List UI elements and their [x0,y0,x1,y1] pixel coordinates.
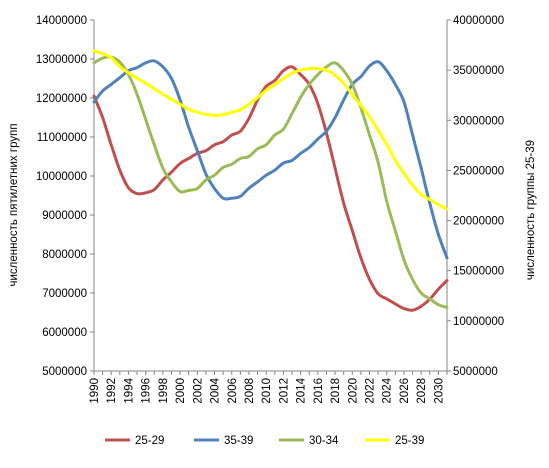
legend-label-25-29: 25-29 [135,435,164,447]
legend: 25-29 35-39 30-34 25-39 [105,435,424,447]
left-axis-title: численность пятилетних групп [8,123,20,286]
series-line-25-29 [92,65,449,312]
x-tick-label: 1996 [141,378,153,404]
x-tick-label: 2004 [210,377,222,403]
x-tick-label: 2006 [227,378,239,404]
left-tick-label: 6000000 [42,327,87,339]
x-tick-label: 2014 [296,377,308,403]
right-tick-label: 5000000 [453,366,498,378]
x-tick-label: 2018 [330,378,342,404]
x-tick-label: 2008 [244,378,256,404]
x-tick-label: 1994 [123,377,135,403]
right-tick-label: 20000000 [453,216,504,228]
x-tick-label: 1998 [158,378,170,404]
x-tick-label: 2030 [433,378,445,404]
legend-label-25-39: 25-39 [395,435,424,447]
right-tick-label: 15000000 [453,266,504,278]
x-tick-label: 2022 [365,378,377,404]
legend-label-35-39: 35-39 [224,435,253,447]
x-tick-label: 2010 [261,378,273,404]
right-y-axis: 5000000 10000000 15000000 20000000 25000000 3… [447,15,504,378]
x-tick-label: 2012 [278,378,290,404]
series-line-30-34 [92,55,449,309]
left-tick-label: 9000000 [42,210,87,222]
right-tick-label: 40000000 [453,15,504,27]
x-tick-label: 1990 [89,378,101,404]
left-tick-label: 13000000 [36,54,87,66]
x-tick-label: 2026 [399,378,411,404]
series-line-35-39 [92,59,449,260]
left-y-axis: 5000000 6000000 7000000 8000000 9000000 10000… [36,15,94,378]
series-layer [92,49,449,312]
series-line-25-39 [92,49,449,211]
left-tick-label: 7000000 [42,288,87,300]
x-tick-label: 2016 [313,378,325,404]
x-axis: 1990 1992 1994 1996 1998 2000 2002 2004 2006 2008… [89,371,448,404]
x-tick-label: 2000 [175,378,187,404]
left-tick-label: 14000000 [36,15,87,27]
right-tick-label: 10000000 [453,316,504,328]
right-tick-label: 35000000 [453,65,504,77]
x-tick-label: 2020 [347,378,359,404]
plot-area [93,20,448,372]
x-tick-label: 2002 [192,378,204,404]
left-tick-label: 12000000 [36,93,87,105]
x-tick-label: 1992 [106,378,118,404]
left-tick-label: 10000000 [36,171,87,183]
x-tick-label: 2024 [382,377,394,403]
left-tick-label: 5000000 [42,366,87,378]
right-tick-label: 25000000 [453,165,504,177]
right-tick-label: 30000000 [453,115,504,127]
legend-label-30-34: 30-34 [309,435,339,447]
x-tick-label: 2028 [416,378,428,404]
left-tick-label: 11000000 [37,132,87,144]
right-axis-title: численность группы 25-39 [525,140,537,280]
left-tick-label: 8000000 [42,249,87,261]
